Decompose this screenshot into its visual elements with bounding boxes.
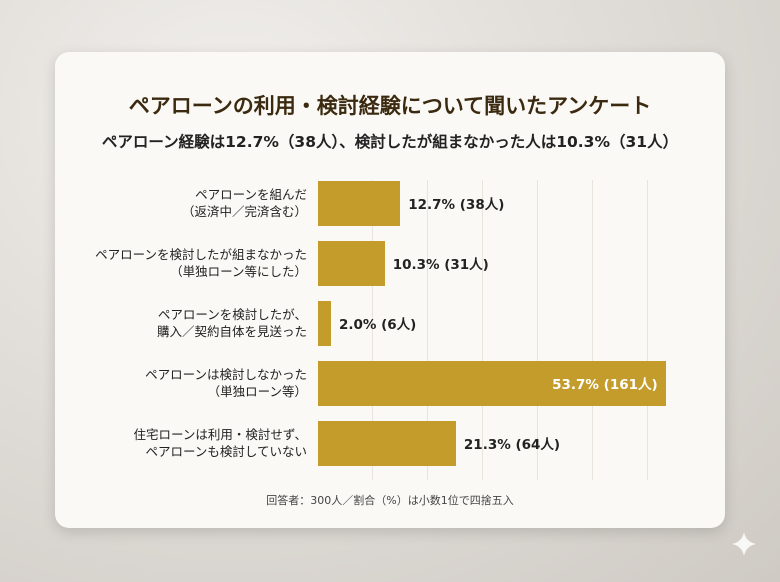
category-label: 住宅ローンは利用・検討せず、 ペアローンも検討していない (133, 427, 307, 459)
sparkle-icon (732, 532, 756, 556)
chart-subtitle: ペアローン経験は12.7%（38人）、検討したが組まなかった人は10.3%（31… (101, 133, 679, 151)
category-label: ペアローンを検討したが、 購入／契約自体を見送った (156, 307, 307, 339)
value-label: 10.3% (31人) (392, 257, 489, 273)
category-label: ペアローンは検討しなかった （単独ローン等） (145, 367, 307, 399)
category-label: ペアローンを検討したが組まなかった （単独ローン等にした） (95, 247, 307, 279)
value-label: 12.7% (38人) (408, 197, 505, 213)
footnote: 回答者：300人／割合（%）は小数1位で四捨五入 (266, 494, 514, 507)
bar (318, 300, 331, 346)
value-label: 53.7% (161人) (552, 377, 658, 393)
bar (318, 180, 401, 226)
category-label: ペアローンを組んだ （返済中／完済含む） (181, 187, 307, 219)
bar (318, 360, 666, 406)
chart-title: ペアローンの利用・検討経験について聞いたアンケート (128, 94, 652, 118)
bar (318, 420, 456, 466)
value-label: 21.3% (64人) (463, 437, 561, 453)
card: ペアローンの利用・検討経験について聞いたアンケート ペアローン経験は12.7%（… (55, 52, 725, 528)
bar (318, 240, 385, 286)
value-label: 2.0% (6人) (338, 317, 417, 333)
